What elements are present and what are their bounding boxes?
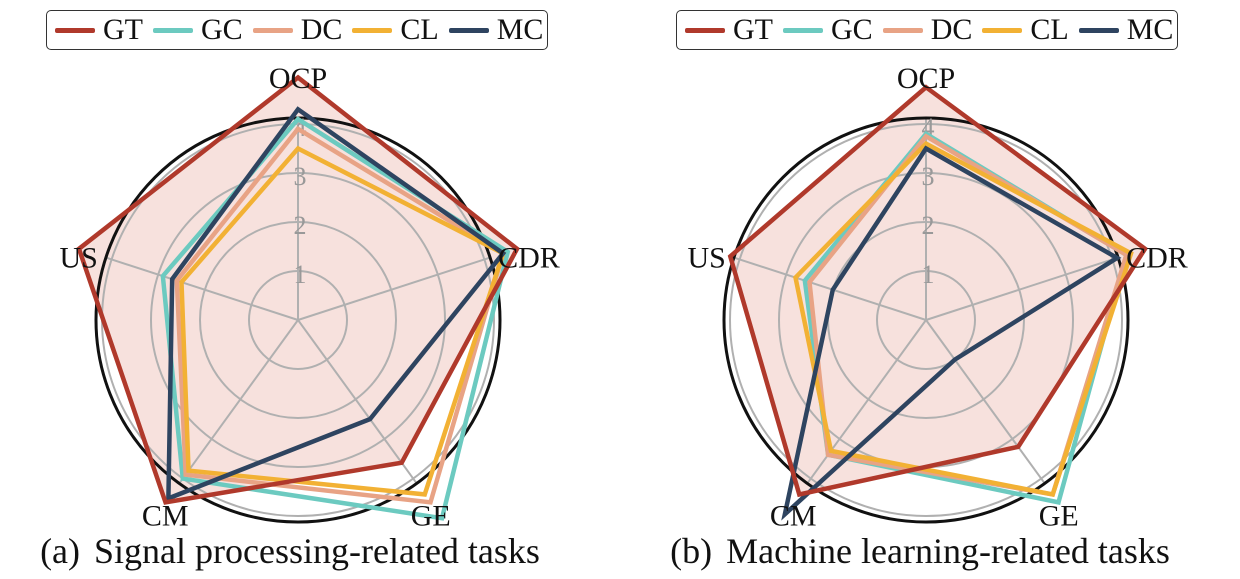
radar-panel-b: GT GC DC CL MC 1 2 3 4 OCP CDR GE CM US (b) Machi… [620,0,1240,579]
grid-spoke [925,319,1046,485]
tick-label: 2 [294,211,307,240]
legend-label: CL [1030,13,1069,46]
legend-label: GT [103,13,143,46]
grid-spoke [105,256,299,321]
caption-tag: (b) [670,531,713,571]
series-line-cl [793,140,1134,498]
legend-label: GT [733,13,773,46]
legend-label: MC [1126,13,1174,46]
grid-spoke [178,319,299,485]
series-line-cl [179,145,506,497]
legend-item-mc: MC [448,13,544,46]
caption-tag: (a) [40,531,81,571]
legend-label: GC [201,13,243,46]
legend-label: CL [400,13,439,46]
legend-swatch [55,27,95,33]
axis-label-ocp: OCP [897,62,955,95]
legend-swatch [352,27,393,33]
legend-swatch [982,27,1023,33]
legend-swatch [783,27,823,33]
tick-label: 2 [922,211,935,240]
tick-label: 1 [294,260,307,289]
legend-item-dc: DC [252,13,343,46]
axis-label-ge: GE [411,499,451,532]
legend-label: DC [930,13,973,46]
series-line-mc [781,145,1122,521]
axis-label-cm: CM [142,499,189,532]
legend-item-gc: GC [153,15,243,45]
legend-item-mc: MC [1078,13,1174,46]
legend-swatch [882,27,923,33]
caption-text: Signal processing-related tasks [94,531,540,571]
grid-spoke [297,256,491,321]
grid-spoke [297,319,418,485]
caption-text: Machine learning-related tasks [726,531,1170,571]
grid-spoke [925,256,1119,321]
axis-label-cdr: CDR [1126,242,1188,275]
legend-swatch [1078,27,1119,33]
series-line-gt [76,74,520,505]
legend-swatch [685,27,725,33]
outer-circle [722,116,1130,524]
legend-label: MC [496,13,544,46]
legend-swatch [252,27,293,33]
legend-label: DC [300,13,343,46]
legend-item-gt: GT [685,15,773,45]
tick-label: 3 [294,162,307,191]
series-line-gt [727,84,1149,498]
series-fill-gt [730,87,1146,495]
legend-swatch [448,27,489,33]
legend-item-dc: DC [882,13,973,46]
legend-label: GC [831,13,873,46]
legend-item-gt: GT [55,15,143,45]
axis-label-us: US [688,242,726,275]
axis-label-cm: CM [770,499,817,532]
legend-item-cl: CL [982,13,1069,46]
legend: GT GC DC CL MC [676,10,1178,50]
series-line-mc [166,106,507,502]
legend: GT GC DC CL MC [46,10,548,50]
legend-swatch [153,27,193,33]
tick-label: 1 [922,260,935,289]
radar-panel-a: GT GC DC CL MC 1 2 3 4 OCP CDR GE CM US (a) Signa… [0,10,600,572]
grid-spoke [733,256,927,321]
axis-label-cdr: CDR [498,242,560,275]
chart-caption: (a) Signal processing-related tasks [0,530,600,572]
series-line-dc [174,125,506,505]
chart-caption: (b) Machine learning-related tasks [610,530,1230,572]
axis-label-us: US [60,242,98,275]
legend-item-gc: GC [783,15,873,45]
tick-label: 3 [922,162,935,191]
legend-item-cl: CL [352,13,439,46]
axis-label-ge: GE [1039,499,1079,532]
axis-label-ocp: OCP [269,62,327,95]
